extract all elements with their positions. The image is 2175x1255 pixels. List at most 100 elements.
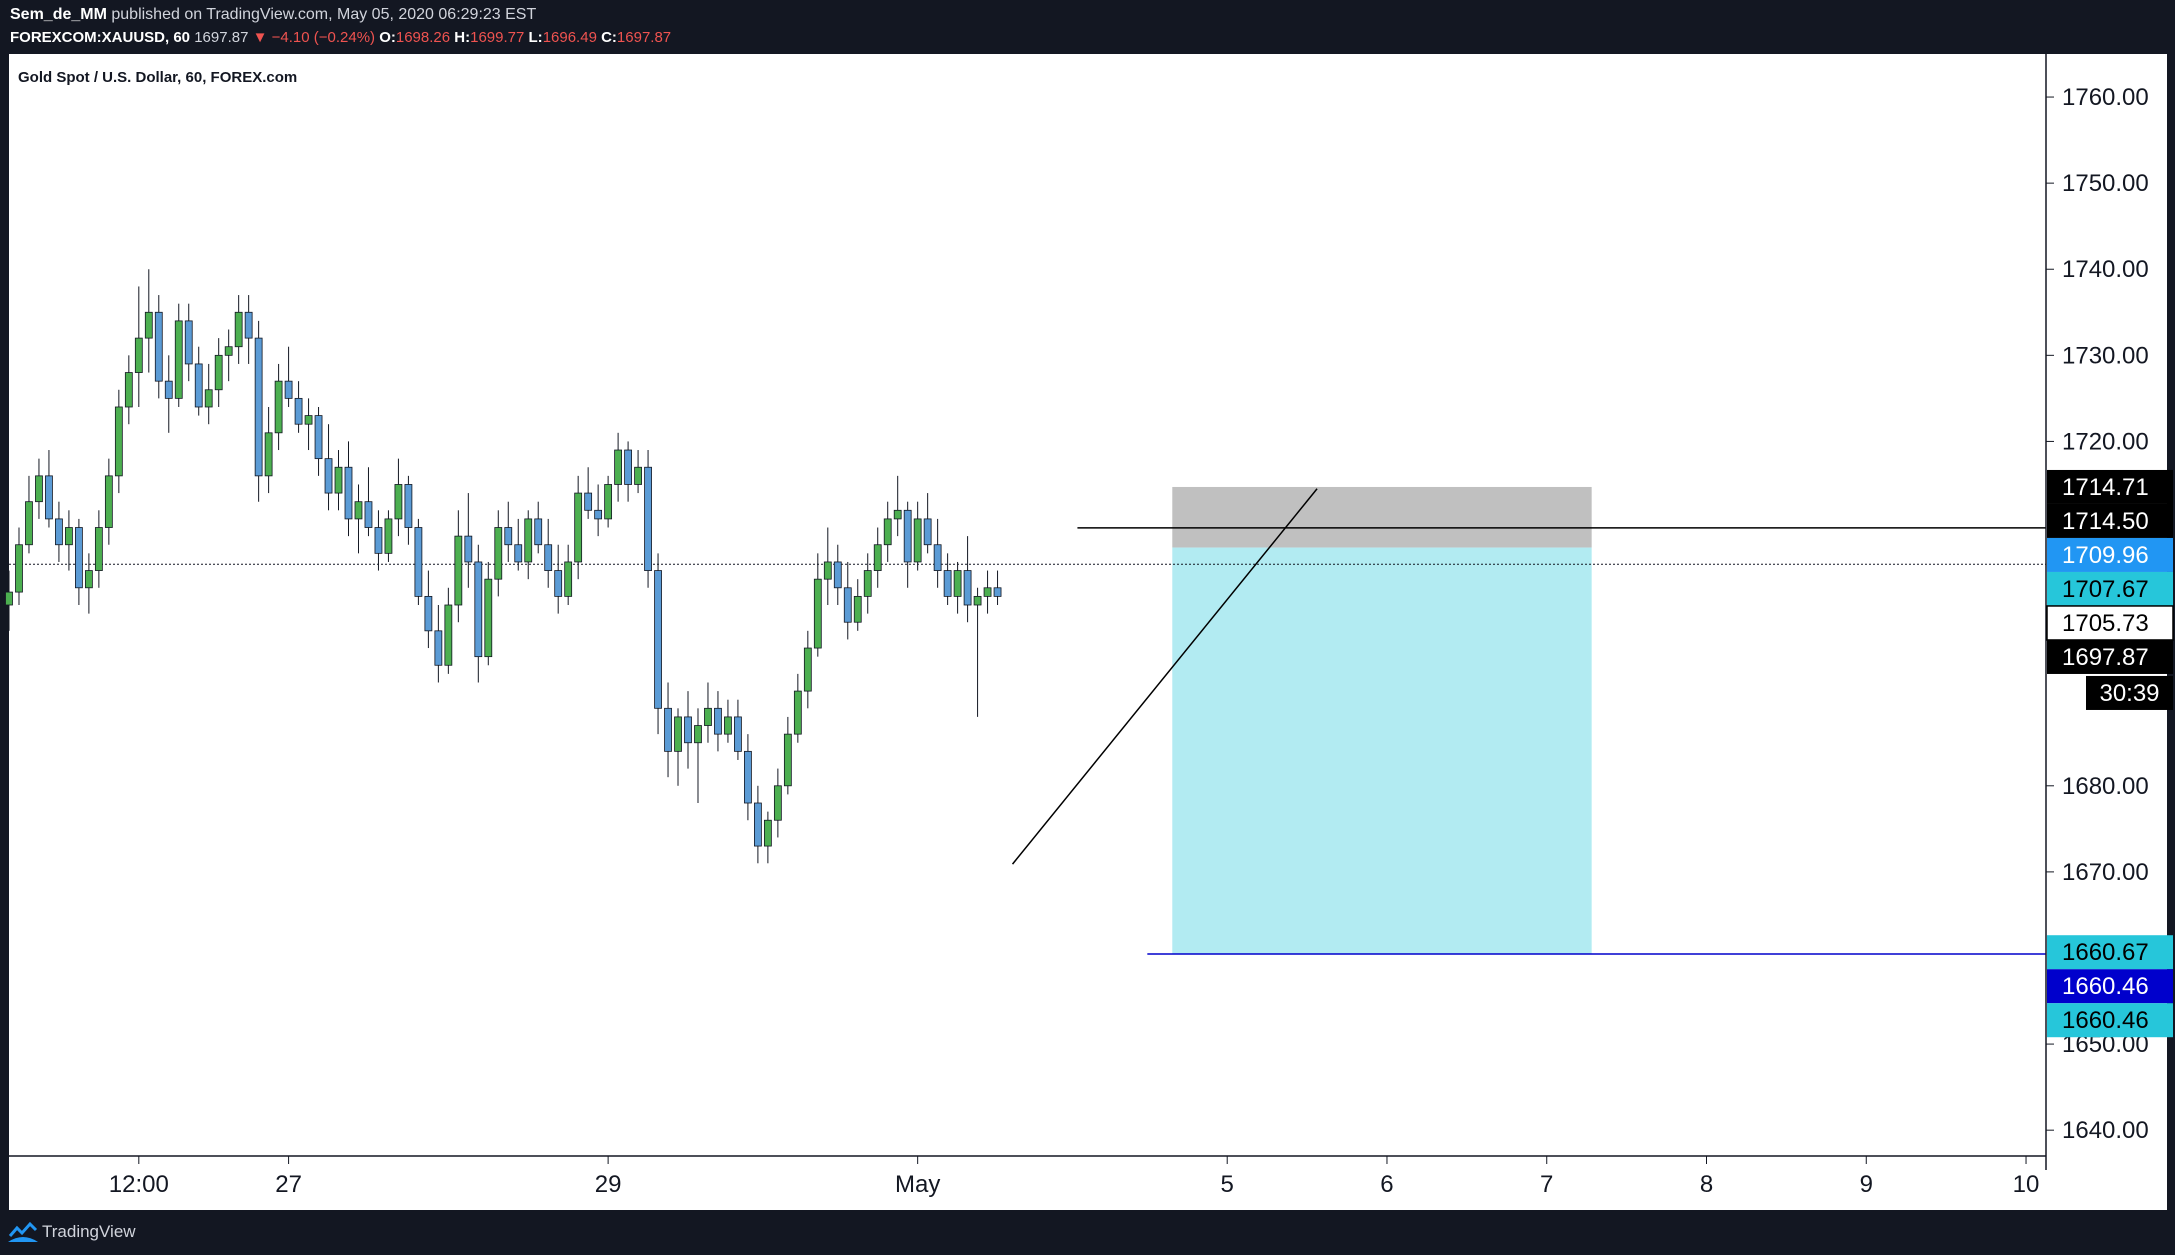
candle-body — [274, 380, 283, 434]
candle-body — [484, 578, 493, 658]
countdown-label: 30:39 — [2099, 680, 2159, 707]
candle-body — [843, 587, 852, 623]
tradingview-brand[interactable]: TradingView — [42, 1222, 136, 1241]
time-axis[interactable]: 12:00 27 29 May 5 6 7 8 9 10 — [109, 1156, 2040, 1198]
last-price: 1697.87 — [194, 29, 249, 46]
candle-body — [244, 311, 253, 339]
candle-body — [474, 561, 483, 658]
candle-body — [134, 337, 143, 373]
candle-body — [104, 475, 113, 528]
candle-body — [464, 535, 473, 563]
candle-body — [154, 311, 163, 382]
candle-body — [574, 492, 583, 563]
price-chart[interactable]: 1760.00 1750.00 1740.00 1730.00 1720.00 1680.… — [0, 0, 2175, 1210]
candle-body — [744, 750, 752, 804]
candle-body — [634, 466, 642, 485]
candle-body — [394, 484, 403, 520]
candle-body — [684, 716, 692, 744]
candle-body — [384, 518, 393, 554]
price-tag-label: 1714.71 — [2062, 474, 2149, 501]
publish-header: Sem_de_MM published on TradingView.com, … — [0, 0, 2175, 54]
time-tick-label: 7 — [1540, 1171, 1553, 1198]
candle-body — [184, 320, 193, 365]
price-tick-label: 1740.00 — [2062, 256, 2149, 283]
candle-body — [704, 707, 712, 726]
footer-bar: TradingView — [0, 1210, 2175, 1255]
time-tick-label: 9 — [1860, 1171, 1873, 1198]
candle-body — [893, 509, 902, 520]
price-tag-box — [2047, 935, 2173, 970]
candle-body — [754, 802, 762, 847]
candle-body — [504, 527, 513, 546]
price-change: ▼ −4.10 (−0.24%) — [252, 29, 376, 46]
price-tag-box — [2047, 1003, 2173, 1038]
candle-body — [654, 570, 662, 709]
candle-body — [214, 354, 223, 391]
author-name[interactable]: Sem_de_MM — [10, 6, 107, 23]
candle-body — [494, 527, 503, 580]
candle-body — [823, 561, 832, 580]
candle-body — [144, 311, 153, 339]
price-tag-box — [2047, 639, 2173, 674]
trend-line[interactable] — [1011, 488, 1318, 865]
candle-body — [194, 363, 203, 408]
candle-body — [873, 544, 882, 571]
candle-body — [564, 561, 573, 597]
candle-body — [544, 544, 553, 571]
candle-body — [983, 587, 992, 597]
candle-body — [913, 518, 922, 563]
candle-body — [324, 458, 333, 494]
candle-body — [903, 509, 912, 563]
candle-body — [993, 587, 1002, 597]
candle-body — [734, 716, 742, 752]
price-tag-label: 1714.50 — [2062, 508, 2149, 535]
price-tag-box — [2046, 605, 2174, 641]
high-label: H: — [454, 29, 471, 46]
candle-body — [524, 518, 533, 563]
candle-body — [304, 415, 313, 425]
candle-body — [264, 432, 273, 477]
time-tick-label: 6 — [1380, 1171, 1393, 1198]
price-tag-box — [2047, 503, 2173, 538]
publish-line: Sem_de_MM published on TradingView.com, … — [10, 6, 536, 24]
candle-body — [224, 346, 233, 356]
candle-body — [594, 509, 603, 520]
low-label: L: — [528, 29, 543, 46]
price-tick-label: 1730.00 — [2062, 342, 2149, 369]
candle-body — [554, 570, 563, 597]
countdown-box — [2086, 675, 2173, 710]
candle-body — [644, 466, 652, 571]
candle-body — [624, 449, 632, 485]
tradingview-logo-icon[interactable] — [8, 1220, 38, 1242]
candle-body — [724, 716, 732, 735]
candle-body — [354, 501, 363, 520]
candle-body — [514, 544, 523, 563]
candle-body — [933, 544, 942, 571]
symbol-ohlc-line: FOREXCOM:XAUUSD, 60 1697.87 ▼ −4.10 (−0.… — [10, 29, 671, 46]
candle-body — [883, 518, 892, 546]
candle-body — [234, 311, 243, 348]
candle-body — [793, 690, 802, 735]
price-tick-label: 1640.00 — [2062, 1117, 2149, 1144]
candle-body — [953, 570, 962, 597]
chart-title: Gold Spot / U.S. Dollar, 60, FOREX.com — [18, 69, 297, 86]
time-tick-label: 10 — [2013, 1171, 2040, 1198]
candle-body — [584, 492, 593, 511]
price-tag-label: 1697.87 — [2062, 644, 2149, 671]
candle-body — [164, 380, 173, 399]
horizontal-lines[interactable] — [1077, 527, 2046, 955]
price-tick-label: 1670.00 — [2062, 859, 2149, 886]
high-value: 1699.77 — [470, 29, 525, 46]
position-tool[interactable] — [1172, 486, 1592, 955]
open-value: 1698.26 — [395, 29, 451, 46]
price-axis[interactable]: 1760.00 1750.00 1740.00 1730.00 1720.00 1680.… — [2046, 84, 2149, 1144]
candle-body — [783, 733, 792, 787]
price-tag-label: 1707.67 — [2062, 576, 2149, 603]
candle-body — [284, 380, 293, 399]
price-tick-label: 1750.00 — [2062, 170, 2149, 197]
candle-body — [45, 475, 53, 520]
low-value: 1696.49 — [542, 29, 597, 46]
price-tag-box — [2047, 969, 2173, 1004]
time-tick-label: 29 — [595, 1171, 622, 1198]
candle-body — [604, 484, 613, 520]
